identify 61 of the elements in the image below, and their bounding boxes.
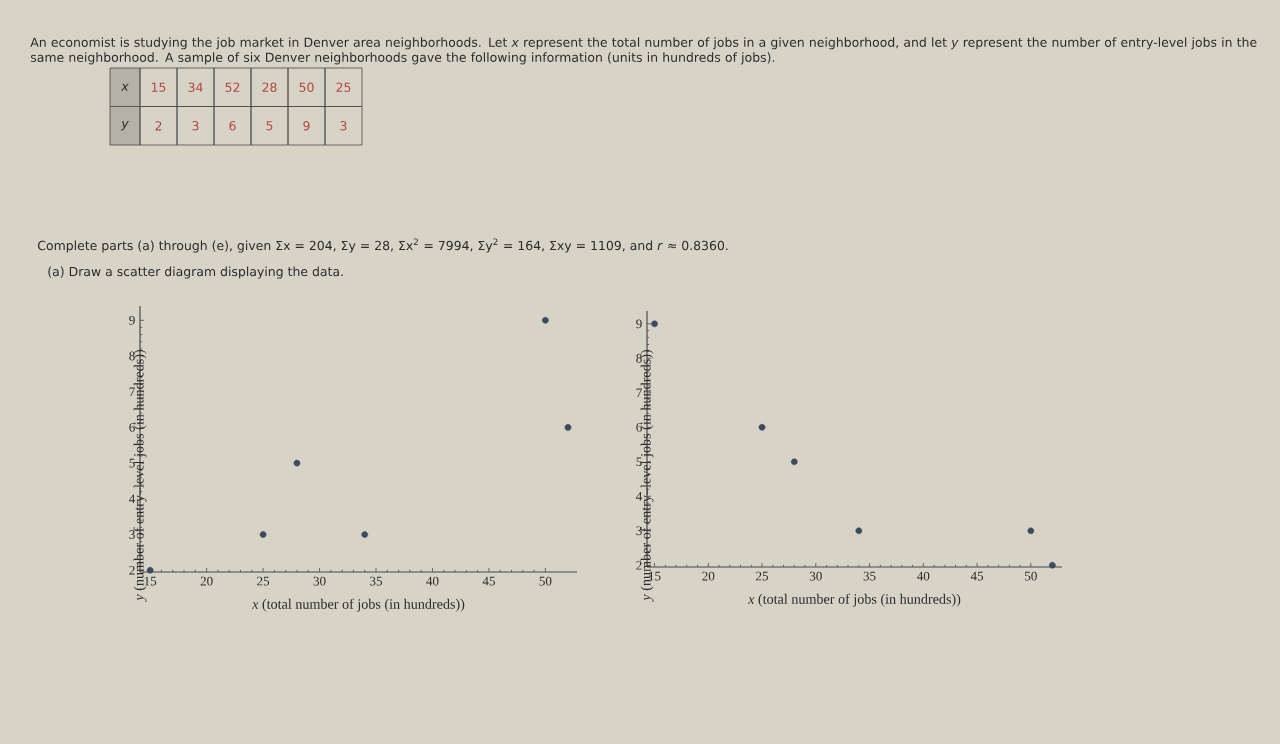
point [293, 459, 301, 467]
point [790, 458, 798, 466]
x-tick-label: 40 [917, 571, 930, 581]
point [651, 320, 658, 328]
text: 6 [229, 121, 236, 131]
y-tick-label: 4 [129, 494, 136, 504]
point [542, 316, 549, 324]
text: 28 [262, 82, 277, 92]
x-tick-label: 30 [809, 571, 822, 581]
point [259, 531, 267, 538]
y-tick-label: 5 [129, 458, 135, 468]
text: 2 [155, 121, 162, 131]
y-tick-label: 9 [129, 315, 135, 325]
x-tick-label: 50 [539, 576, 552, 586]
point [1049, 561, 1056, 569]
text: 50 [299, 82, 314, 92]
text: 3 [340, 121, 347, 131]
text: x [121, 83, 129, 91]
x-tick-label: 30 [313, 576, 326, 586]
text: 52 [225, 82, 240, 92]
y-tick-label: 4 [636, 491, 643, 501]
x-tick-label: 35 [370, 576, 383, 586]
x-tick-label: 45 [970, 571, 984, 581]
text: y [121, 121, 129, 131]
y-tick-label: 3 [636, 526, 642, 536]
text: 5 [266, 121, 273, 131]
point [361, 531, 369, 538]
y-tick-label: 5 [636, 457, 642, 467]
point [855, 527, 863, 535]
x-tick-label: 20 [702, 571, 715, 581]
text: 9 [303, 121, 310, 131]
point [564, 424, 572, 431]
text: Complete parts (a) through (e), given Σx = 204, Σy = 28, Σx$^{2}$ = 7994, Σy$^{2}$ = 164, Σxy = 1109, and r ≈ 0.8360. [37, 238, 728, 253]
text: 34 [188, 82, 203, 92]
point [1027, 527, 1035, 535]
x-axis-title: x (total number of jobs (in hundreds)) [747, 593, 961, 607]
y-tick-label: 6 [636, 422, 642, 432]
y-tick-label: 2 [636, 560, 642, 570]
x-tick-label: 35 [863, 571, 876, 581]
text: 25 [336, 82, 351, 92]
y-tick-label: 3 [129, 530, 135, 539]
x-tick-label: 40 [426, 576, 439, 586]
x-axis-title: x (total number of jobs (in hundreds)) [251, 598, 465, 612]
y-tick-label: 2 [129, 565, 135, 575]
y-tick-label: 7 [129, 387, 135, 396]
x-tick-label: 25 [257, 576, 270, 586]
y-tick-label: 6 [129, 423, 135, 432]
x-tick-label: 20 [200, 576, 213, 586]
text: 3 [192, 121, 199, 131]
text: 15 [151, 82, 166, 92]
text: (a) Draw a scatter diagram displaying the data. [48, 266, 343, 279]
y-tick-label: 8 [129, 351, 135, 361]
y-tick-label: 7 [636, 388, 642, 398]
chart-title: An economist is studying the job market in Denver area neighborhoods. Let x represent the total number of jobs in a given neighborhood, and let y represent the number of entry-level jobs in the same neighborhood. A sample of six Denver neighborhoods gave the following information (units in hundreds of jobs). [30, 37, 1257, 65]
x-tick-label: 25 [756, 571, 769, 581]
point [758, 423, 766, 431]
x-tick-label: 15 [144, 576, 157, 586]
y-tick-label: 9 [636, 319, 642, 329]
x-tick-label: 50 [1025, 571, 1037, 581]
x-tick-label: 45 [482, 576, 495, 586]
y-tick-label: 8 [636, 353, 642, 363]
